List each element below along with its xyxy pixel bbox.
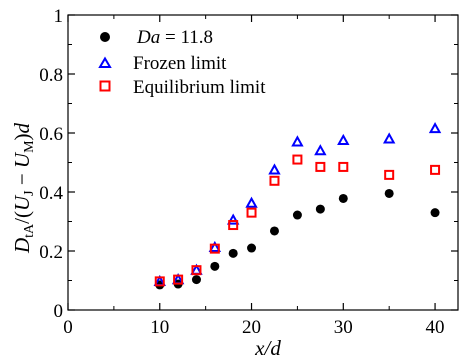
point-series-2 bbox=[191, 265, 202, 276]
y-tick-label: 0 bbox=[54, 301, 64, 322]
y-tick-label: 0.8 bbox=[39, 65, 63, 86]
y-axis-title: DtA/(UJ − UM)d bbox=[10, 122, 37, 254]
point-series-0 bbox=[315, 204, 325, 214]
point-series-2 bbox=[315, 161, 326, 172]
point-series-0 bbox=[210, 261, 220, 271]
point-series-1 bbox=[226, 213, 240, 225]
point-series-0 bbox=[430, 208, 440, 218]
x-tick-label: 40 bbox=[426, 317, 445, 338]
x-tick-label: 20 bbox=[242, 317, 261, 338]
legend-marker-da bbox=[100, 32, 110, 42]
point-series-2 bbox=[228, 220, 239, 231]
axis-ticks bbox=[67, 14, 458, 311]
point-series-2 bbox=[173, 274, 184, 285]
y-tick-label: 1 bbox=[54, 6, 64, 27]
point-series-0 bbox=[292, 210, 302, 220]
x-tick-label: 10 bbox=[150, 317, 169, 338]
point-series-2 bbox=[384, 169, 395, 180]
point-series-1 bbox=[428, 122, 442, 134]
y-tick-label: 0.2 bbox=[39, 242, 63, 263]
point-series-2 bbox=[246, 207, 257, 218]
point-series-1 bbox=[382, 132, 396, 144]
point-series-0 bbox=[338, 193, 348, 203]
y-tick-label: 0.6 bbox=[39, 124, 63, 145]
x-axis-title: x/d bbox=[254, 336, 281, 360]
tick-labels: 0 10 20 30 40 0 0.2 0.4 0.6 0.8 1 bbox=[39, 6, 444, 338]
y-tick-label: 0.4 bbox=[39, 183, 63, 204]
point-series-2 bbox=[154, 276, 165, 287]
point-series-1 bbox=[337, 133, 350, 145]
legend-label-frozen: Frozen limit bbox=[133, 53, 227, 74]
point-series-1 bbox=[268, 163, 281, 175]
plot-border bbox=[67, 14, 459, 311]
point-series-0 bbox=[247, 243, 257, 253]
point-series-2 bbox=[338, 161, 349, 172]
point-series-1 bbox=[208, 240, 222, 253]
point-series-2 bbox=[430, 164, 441, 175]
plot-frame bbox=[67, 14, 459, 311]
point-series-2 bbox=[209, 243, 220, 254]
point-series-1 bbox=[245, 196, 258, 208]
point-series-0 bbox=[228, 248, 238, 258]
point-series-0 bbox=[191, 275, 201, 285]
legend-marker-frozen bbox=[98, 56, 112, 68]
x-tick-label: 30 bbox=[334, 317, 353, 338]
point-series-1 bbox=[291, 135, 304, 147]
point-series-1 bbox=[314, 144, 327, 156]
point-series-2 bbox=[269, 175, 280, 186]
point-series-0 bbox=[269, 226, 279, 236]
legend: Da = 11.8 Frozen limit Equilibrium limit bbox=[98, 27, 266, 98]
x-tick-label: 0 bbox=[63, 317, 73, 338]
legend-marker-equilibrium bbox=[99, 80, 111, 92]
data-points bbox=[153, 122, 442, 290]
legend-label-equilibrium: Equilibrium limit bbox=[133, 77, 266, 98]
point-series-0 bbox=[384, 188, 394, 198]
point-series-2 bbox=[292, 154, 303, 165]
legend-label-da: Da = 11.8 bbox=[136, 27, 213, 48]
